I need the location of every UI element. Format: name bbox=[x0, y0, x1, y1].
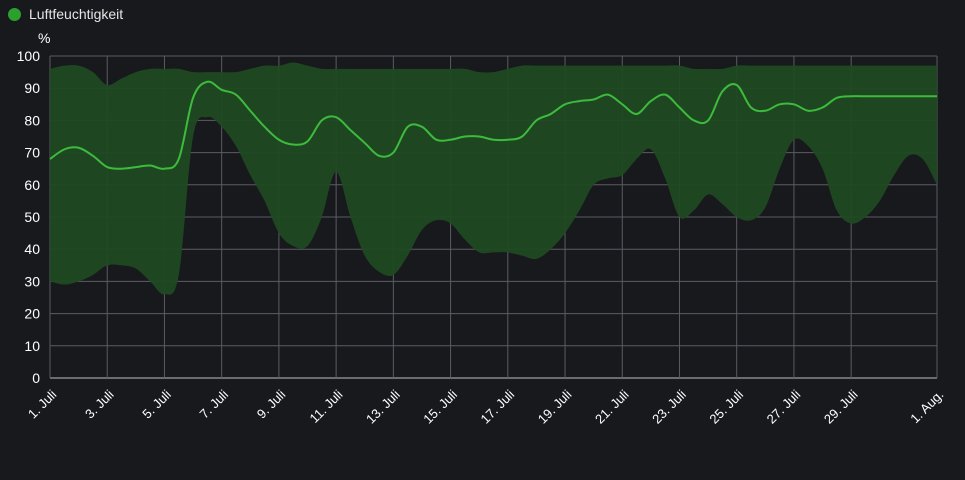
y-tick-label: 20 bbox=[24, 306, 40, 322]
x-tick-label: 17. Juli bbox=[478, 387, 518, 427]
x-axis-ticks: 1. Juli 3. Juli 5. Juli 7. Juli 9. Juli 11. J… bbox=[25, 387, 947, 427]
y-axis-unit-label: % bbox=[38, 30, 51, 46]
x-tick-label: 1. Aug. bbox=[907, 387, 946, 426]
x-tick-label: 1. Juli bbox=[25, 387, 60, 422]
y-tick-label: 100 bbox=[17, 48, 41, 64]
y-tick-label: 30 bbox=[24, 273, 40, 289]
x-tick-label: 19. Juli bbox=[535, 387, 575, 427]
y-tick-label: 60 bbox=[24, 177, 40, 193]
x-tick-label: 27. Juli bbox=[764, 387, 804, 427]
x-tick-label: 23. Juli bbox=[649, 387, 689, 427]
x-tick-label: 3. Juli bbox=[82, 387, 117, 422]
y-tick-label: 40 bbox=[24, 241, 40, 257]
y-tick-label: 80 bbox=[24, 112, 40, 128]
x-tick-label: 25. Juli bbox=[706, 387, 746, 427]
y-tick-label: 50 bbox=[24, 209, 40, 225]
legend-color-dot bbox=[8, 7, 21, 21]
x-tick-label: 13. Juli bbox=[363, 387, 403, 427]
x-tick-label: 15. Juli bbox=[420, 387, 460, 427]
y-tick-label: 0 bbox=[32, 370, 40, 386]
x-tick-label: 29. Juli bbox=[821, 387, 861, 427]
legend-label: Luftfeuchtigkeit bbox=[29, 6, 124, 22]
x-tick-label: 11. Juli bbox=[307, 387, 346, 426]
x-tick-label: 21. Juli bbox=[592, 387, 632, 427]
y-tick-label: 10 bbox=[24, 338, 40, 354]
y-axis-ticks: 0 10 20 30 40 50 60 70 80 90 100 bbox=[17, 48, 41, 386]
x-tick-label: 9. Juli bbox=[254, 387, 289, 422]
mean-line bbox=[49, 80, 937, 170]
x-tick-label: 7. Juli bbox=[197, 387, 232, 422]
min-max-band bbox=[50, 62, 937, 295]
legend-item[interactable]: Luftfeuchtigkeit bbox=[8, 6, 123, 22]
y-tick-label: 70 bbox=[24, 145, 40, 161]
y-tick-label: 90 bbox=[24, 80, 40, 96]
x-tick-label: 5. Juli bbox=[139, 387, 174, 422]
